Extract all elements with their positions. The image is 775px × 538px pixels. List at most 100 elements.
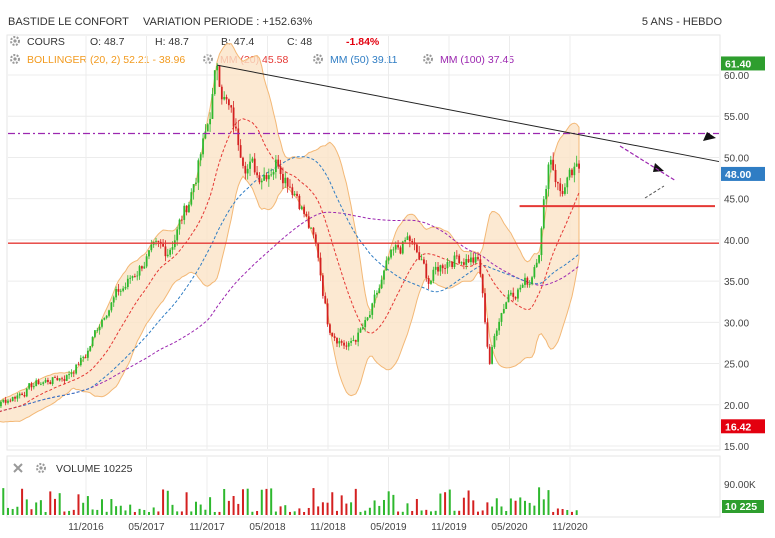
legend-bollinger: BOLLINGER (20, 2) 52.21 - 38.96 [27, 54, 185, 66]
x-tick-label: 11/2019 [431, 522, 467, 533]
candle-body [270, 174, 273, 176]
candle-body [230, 105, 233, 108]
candle-body [415, 244, 418, 253]
volume-bar [307, 507, 310, 515]
mm50-settings-gear-icon[interactable] [313, 54, 323, 64]
volume-bar [566, 510, 569, 515]
volume-bar [298, 508, 301, 515]
candle-body [291, 187, 294, 195]
volume-bar [411, 510, 414, 515]
volume-bar [538, 487, 541, 515]
candle-body [155, 240, 157, 242]
volume-bar [547, 490, 550, 515]
volume-bar [312, 488, 315, 515]
settings-gear-icon[interactable] [10, 36, 20, 46]
volume-bar [561, 509, 564, 515]
volume-bar [185, 492, 188, 515]
x-tick-label: 05/2019 [370, 522, 407, 533]
candle-body [432, 269, 435, 281]
y-tick-label: 55.00 [724, 112, 749, 123]
candle-body [284, 177, 287, 184]
y-tick-label: 25.00 [724, 360, 749, 371]
volume-bar [500, 506, 503, 515]
candle-body [4, 399, 7, 403]
volume-bar [124, 510, 127, 515]
candle-body [331, 332, 334, 337]
volume-bar [570, 511, 573, 515]
candle-body [307, 216, 310, 228]
candle-body [246, 168, 249, 174]
candle-body [564, 187, 566, 194]
volume-bar [30, 509, 33, 515]
x-tick-label: 11/2020 [552, 522, 588, 533]
volume-bar [453, 510, 456, 515]
candle-body [192, 184, 195, 193]
period-selector[interactable]: 5 ANS - HEBDO [642, 16, 723, 28]
volume-bar [345, 503, 348, 515]
candle-body [479, 259, 482, 275]
volume-bar [303, 511, 306, 515]
badge-last: 48.00 [725, 169, 751, 181]
candle-body [378, 288, 381, 293]
candle-body [49, 381, 52, 384]
candle-body [305, 213, 308, 217]
candle-body [472, 257, 475, 263]
candle-body [61, 378, 63, 380]
candle-body [493, 335, 496, 348]
x-tick-label: 11/2016 [68, 522, 104, 533]
volume-bar [364, 510, 367, 515]
candle-body [364, 320, 367, 328]
candle-body [25, 388, 28, 397]
candle-body [274, 159, 277, 173]
candle-body [538, 255, 540, 263]
candle-body [465, 258, 468, 265]
volume-bar [340, 495, 343, 515]
badge-max: 61.40 [725, 58, 751, 70]
candle-body [258, 175, 261, 183]
volume-bar [223, 488, 226, 515]
candle-body [197, 160, 200, 183]
badge-max-bg [721, 56, 765, 71]
volume-bar [199, 504, 202, 515]
candle-body [138, 266, 141, 276]
candle-body [319, 257, 322, 276]
candle-body [42, 382, 45, 384]
candle-body [441, 265, 444, 269]
volume-bar [350, 502, 353, 515]
candle-body [133, 276, 136, 277]
candle-body [9, 400, 12, 402]
candle-body [72, 372, 75, 374]
candle-body [237, 128, 240, 146]
candle-body [425, 263, 428, 279]
volume-bar [53, 498, 56, 515]
volume-bar [321, 502, 324, 515]
volume-bar [157, 511, 160, 515]
bollinger-settings-gear-icon[interactable] [10, 54, 20, 64]
volume-bar [260, 489, 263, 515]
candle-body [350, 341, 352, 343]
candle-body [227, 99, 230, 106]
candle-body [455, 255, 458, 257]
volume-bar [415, 498, 418, 515]
volume-bars [2, 487, 578, 515]
candle-body [286, 177, 289, 187]
close-x-icon[interactable] [13, 463, 23, 473]
mm20-settings-gear-icon[interactable] [203, 54, 213, 64]
candle-body [54, 377, 56, 379]
volume-bar [129, 504, 132, 515]
candle-body [65, 375, 68, 381]
mm100-settings-gear-icon[interactable] [423, 54, 433, 64]
volume-bar [373, 500, 376, 515]
candle-body [178, 219, 181, 230]
candle-body [556, 182, 559, 184]
volume-settings-gear-icon[interactable] [36, 463, 46, 473]
candle-body [122, 288, 125, 291]
volume-bar [528, 502, 531, 515]
candle-body [30, 383, 33, 388]
candle-body [195, 182, 197, 185]
volume-bar [96, 509, 99, 515]
candle-body [411, 241, 414, 243]
x-tick-label: 11/2017 [189, 522, 225, 533]
volume-bar [429, 511, 432, 515]
